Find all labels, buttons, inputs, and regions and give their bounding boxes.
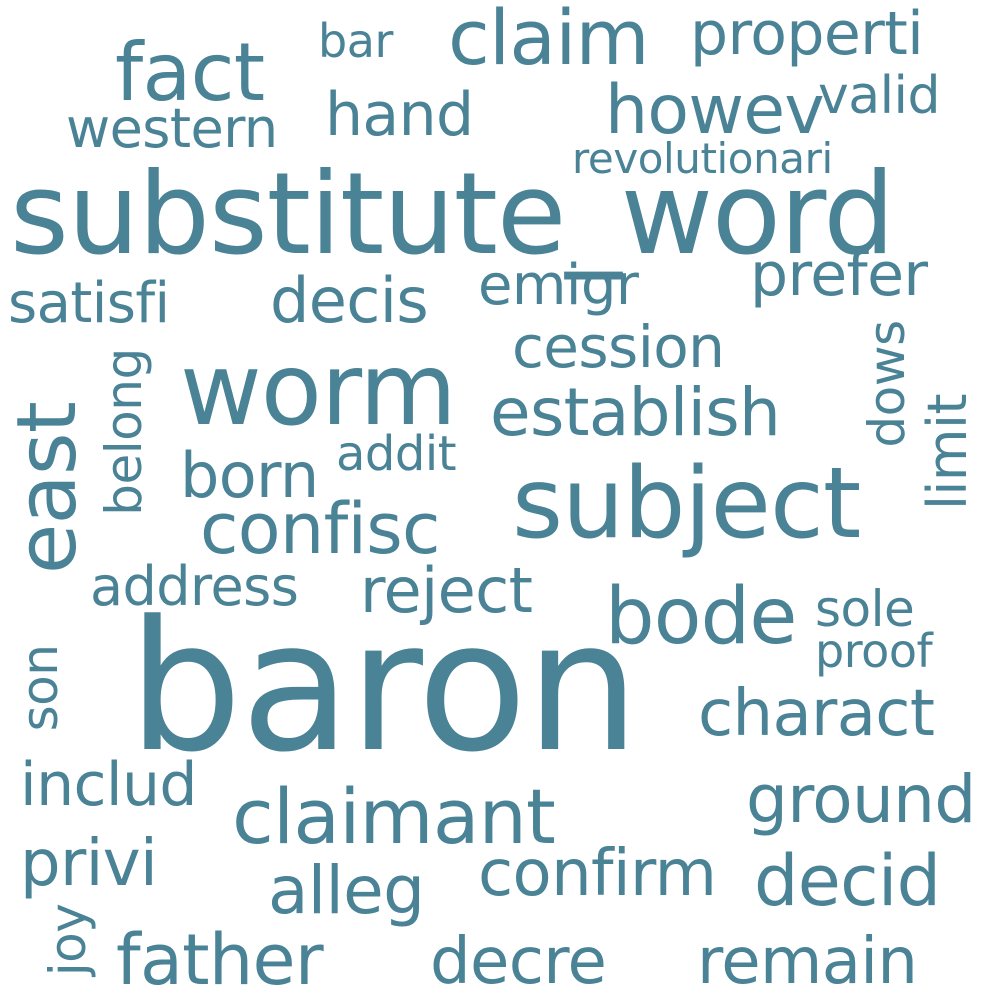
word-includ: includ [20, 755, 197, 815]
word-worm: worm [180, 340, 456, 440]
word-dows: dows [862, 320, 912, 447]
word-son: son [15, 645, 65, 732]
word-address: address [90, 560, 298, 614]
word-limit: limit [921, 394, 975, 510]
word-bar: bar [318, 18, 393, 64]
word-father: father [116, 925, 323, 995]
word-alleg: alleg [268, 858, 424, 924]
word-satisfi: satisfi [8, 276, 170, 332]
word-prefer: prefer [750, 245, 927, 305]
word-hand: hand [325, 85, 474, 145]
word-charact: charact [698, 682, 934, 746]
word-privi: privi [20, 832, 157, 896]
word-properti: properti [690, 4, 923, 64]
word-valid: valid [818, 70, 940, 122]
word-establish: establish [490, 380, 780, 446]
word-addit: addit [336, 430, 456, 478]
word-proof: proof [815, 628, 932, 674]
word-reject: reject [360, 560, 532, 622]
word-claim: claim [448, 0, 649, 76]
word-bode: bode [605, 578, 797, 656]
word-joy: joy [43, 904, 93, 977]
word-ground: ground [746, 767, 976, 833]
word-decid: decid [754, 846, 940, 916]
word-confirm: confirm [478, 842, 716, 906]
word-east: east [7, 402, 89, 574]
word-western: western [66, 102, 278, 156]
word-decre: decre [430, 930, 606, 994]
word-belong: belong [99, 348, 149, 515]
word-remain: remain [697, 930, 917, 994]
word-decis: decis [270, 270, 428, 332]
word-subject: subject [512, 455, 860, 553]
word-revolutionari: revolutionari [572, 138, 833, 180]
word-born: born [180, 445, 319, 507]
word-cession: cession [512, 318, 724, 376]
word-emigr: emigr [478, 258, 638, 314]
